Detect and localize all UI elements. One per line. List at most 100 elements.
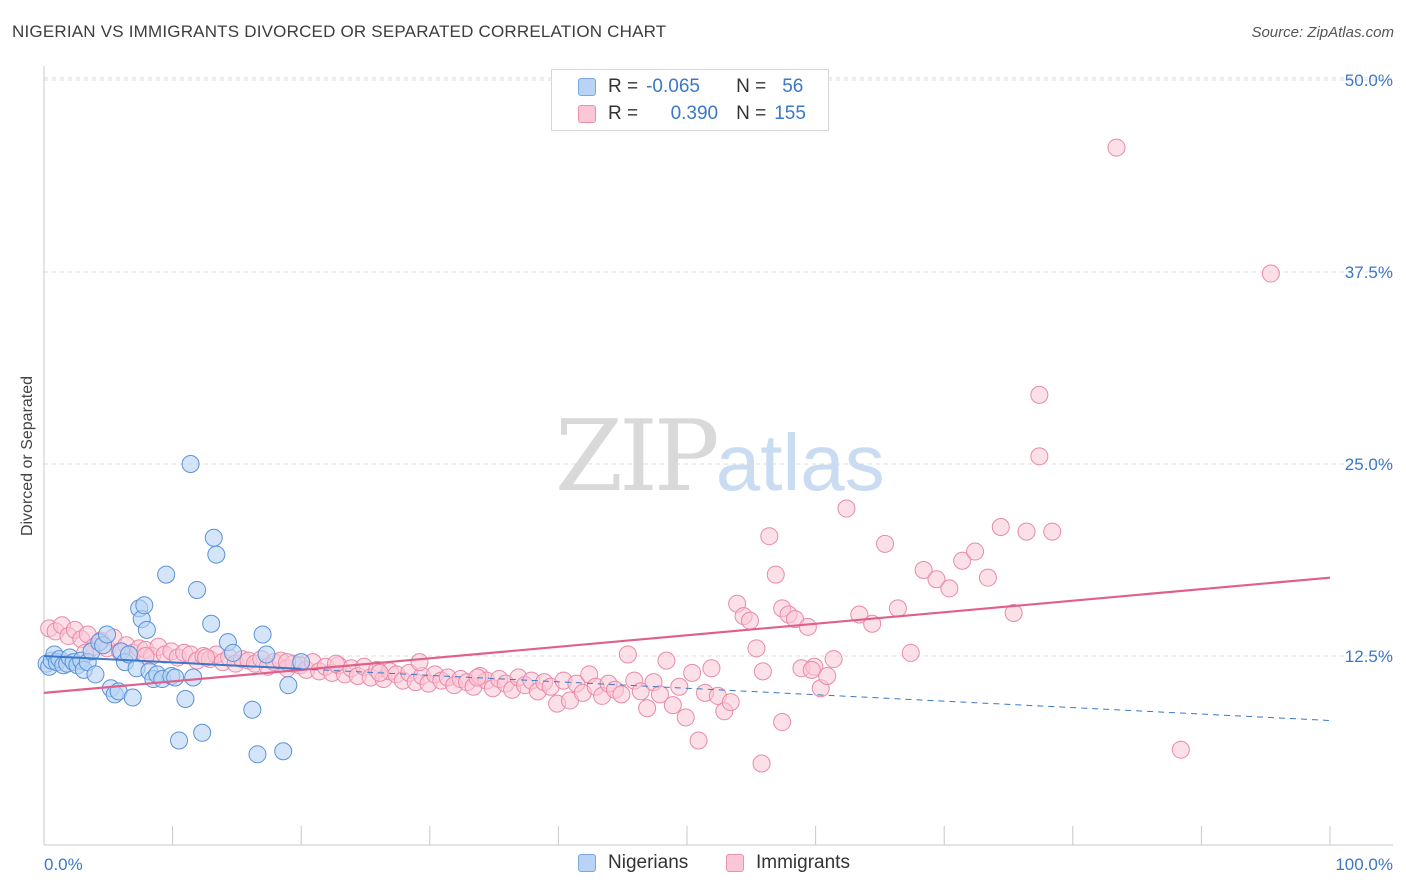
immigrants-point — [1043, 522, 1062, 541]
nigerians-point — [274, 742, 293, 761]
immigrants-point — [741, 611, 760, 630]
immigrants-point — [752, 754, 771, 773]
immigrants-point — [927, 570, 946, 589]
correlation-legend: R = -0.065 N = 56 R = 0.390 N = 155 — [551, 69, 829, 131]
immigrants-point — [676, 708, 695, 727]
legend-row-immigrants: R = 0.390 N = 155 — [552, 101, 806, 127]
immigrants-point — [657, 651, 676, 670]
nigerians-point — [135, 596, 154, 615]
nigerians-point — [193, 723, 212, 742]
immigrants-r-value: 0.390 — [670, 103, 719, 124]
immigrants-legend-label: Immigrants — [756, 852, 850, 873]
immigrants-point — [914, 560, 933, 579]
r-label: R = — [608, 76, 639, 97]
nigerians-point — [170, 731, 189, 750]
nigerians-trend-line-dashed — [301, 668, 1331, 722]
nigerians-swatch — [578, 78, 596, 96]
nigerians-point — [257, 645, 276, 664]
immigrants-point — [638, 699, 657, 718]
immigrants-point — [1107, 138, 1126, 157]
immigrants-point — [978, 568, 997, 587]
immigrants-point — [612, 685, 631, 704]
nigerians-point — [166, 668, 185, 687]
immigrants-point — [940, 579, 959, 598]
nigerians-point — [123, 688, 142, 707]
nigerians-point — [157, 565, 176, 584]
immigrants-point — [818, 666, 837, 685]
immigrants-point — [760, 527, 779, 546]
r-label: R = — [608, 103, 639, 124]
nigerians-point — [253, 625, 272, 644]
nigerians-point — [224, 643, 243, 662]
immigrants-swatch — [726, 854, 744, 872]
nigerians-point — [184, 668, 203, 687]
nigerians-point — [202, 614, 221, 633]
immigrants-point — [1261, 264, 1280, 283]
immigrants-point — [650, 685, 669, 704]
immigrants-point — [953, 551, 972, 570]
y-tick-label: 37.5% — [1345, 263, 1393, 282]
nigerians-point — [86, 665, 105, 684]
immigrants-point — [824, 650, 843, 669]
nigerians-point — [248, 745, 267, 764]
nigerians-point — [98, 625, 117, 644]
watermark: ZIPatlas — [555, 400, 885, 514]
immigrants-point — [901, 643, 920, 662]
nigerians-swatch — [578, 854, 596, 872]
immigrants-trend-line — [43, 576, 1331, 694]
nigerians-point — [137, 620, 156, 639]
immigrants-point — [888, 599, 907, 618]
immigrants-point — [197, 648, 216, 667]
nigerians-point — [207, 545, 226, 564]
watermark-atlas: atlas — [715, 418, 885, 507]
immigrants-point — [766, 565, 785, 584]
immigrants-point — [1030, 447, 1049, 466]
legend-item-immigrants[interactable]: Immigrants — [726, 852, 850, 874]
n-label: N = — [736, 103, 767, 124]
immigrants-point — [670, 677, 689, 696]
immigrants-point — [1171, 740, 1190, 759]
immigrants-swatch — [578, 105, 596, 123]
immigrants-point — [837, 499, 856, 518]
nigerians-point — [243, 700, 262, 719]
immigrants-point — [683, 663, 702, 682]
nigerians-r-value: -0.065 — [646, 76, 700, 97]
immigrants-point — [753, 662, 772, 681]
chart-title: NIGERIAN VS IMMIGRANTS DIVORCED OR SEPAR… — [12, 22, 667, 41]
immigrants-point — [773, 713, 792, 732]
y-tick-label: 25.0% — [1345, 455, 1393, 474]
legend-item-nigerians[interactable]: Nigerians — [578, 852, 688, 874]
immigrants-point — [618, 645, 637, 664]
immigrants-point — [802, 660, 821, 679]
watermark-zip: ZIP — [555, 400, 720, 514]
x-tick-label: 100.0% — [1335, 855, 1393, 874]
immigrants-point — [326, 654, 345, 673]
immigrants-point — [410, 653, 429, 672]
nigerians-point — [188, 580, 207, 599]
nigerians-legend-label: Nigerians — [608, 852, 689, 873]
immigrants-point — [747, 639, 766, 658]
nigerians-trend-line-solid — [43, 655, 302, 670]
nigerians-n-value: 56 — [782, 76, 804, 97]
y-tick-label: 50.0% — [1345, 71, 1393, 90]
nigerians-point — [181, 455, 200, 473]
immigrants-point — [966, 542, 985, 561]
source-label: Source: ZipAtlas.com — [1251, 24, 1394, 41]
x-tick-label: 0.0% — [44, 855, 83, 874]
n-label: N = — [736, 76, 767, 97]
immigrants-point — [702, 659, 721, 678]
immigrants-point — [1004, 603, 1023, 622]
legend-row-nigerians: R = -0.065 N = 56 — [552, 74, 803, 100]
immigrants-point — [631, 682, 650, 701]
nigerians-point — [176, 690, 195, 709]
immigrants-point — [721, 693, 740, 712]
immigrants-point — [876, 534, 895, 553]
series-legend: Nigerians Immigrants — [0, 852, 1406, 878]
immigrants-point — [1017, 522, 1036, 541]
immigrants-n-value: 155 — [774, 103, 806, 124]
immigrants-point — [689, 731, 708, 750]
immigrants-point — [1030, 385, 1049, 404]
nigerians-point — [119, 645, 138, 664]
immigrants-point — [798, 617, 817, 636]
